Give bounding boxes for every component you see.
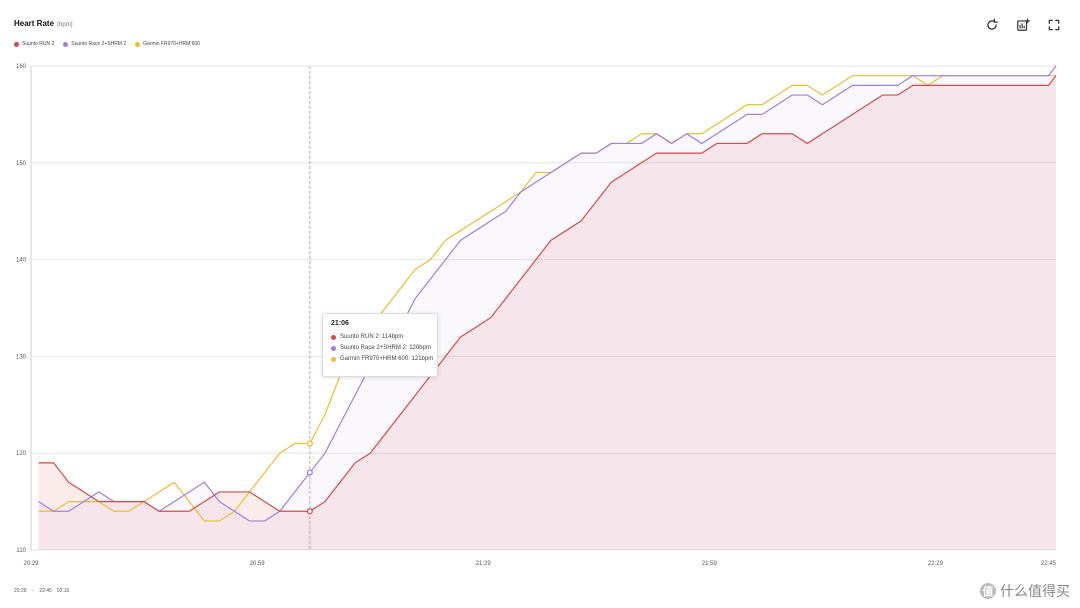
series-area-1 (38, 66, 1057, 550)
legend-label: Suunto RUN 2 (22, 41, 55, 47)
watermark-badge-icon: 值 (980, 583, 996, 599)
chart-add-button[interactable] (1014, 16, 1031, 33)
chart-title: Heart Rate (bpm) (14, 19, 73, 28)
cursor-point-2 (306, 440, 313, 447)
tooltip-dot (331, 345, 336, 351)
tooltip-value: Garmin FR970+HRM 600: 121bpm (340, 356, 434, 362)
tooltip-row-suunto-race2: Suunto Race 2+SHRM 2: 120bpm (331, 345, 431, 351)
tooltip-dot (331, 334, 336, 340)
tooltip-row-suunto-run2: Suunto RUN 2: 114bpm (331, 334, 429, 340)
legend-item-garmin-fr970[interactable]: Garmin FR970+HRM 600 (135, 41, 200, 47)
legend-label: Suunto Race 2+SHRM 2 (71, 41, 127, 47)
legend-item-suunto-run2[interactable]: Suunto RUN 2 (14, 41, 54, 47)
y-tick-label: 130 (16, 354, 27, 360)
tooltip-row-garmin-fr970: Garmin FR970+HRM 600: 121bpm (331, 356, 433, 362)
watermark-text: 什么值得买 (1000, 583, 1070, 599)
tooltip-time: 21:06 (331, 320, 349, 327)
time-range: 20:29 – 22:45 02:16 (14, 588, 69, 594)
chart-title-text: Heart Rate (14, 19, 55, 28)
y-tick-label: 160 (16, 64, 27, 70)
range-start: 20:29 (14, 588, 27, 594)
range-end: 22:45 (39, 588, 52, 594)
y-tick-label: 120 (16, 451, 27, 457)
fullscreen-button[interactable] (1045, 16, 1062, 33)
refresh-button[interactable] (983, 16, 1000, 33)
chart-toolbar (983, 16, 1062, 33)
tooltip-dot (331, 356, 336, 362)
legend-item-suunto-race2[interactable]: Suunto Race 2+SHRM 2 (63, 41, 126, 47)
chart-legend: Suunto RUN 2 Suunto Race 2+SHRM 2 Garmin… (14, 41, 200, 47)
series-line-1 (38, 65, 1057, 522)
legend-dot (14, 41, 19, 47)
legend-dot (63, 41, 69, 47)
cursor-point-1 (306, 469, 313, 476)
y-tick-label: 110 (16, 548, 26, 554)
chart-add-icon (1016, 18, 1030, 31)
range-duration: 02:16 (56, 588, 70, 594)
legend-label: Garmin FR970+HRM 600 (143, 41, 200, 47)
refresh-icon (986, 18, 998, 30)
series-line-0 (38, 75, 1057, 512)
chart-unit: (bpm) (57, 22, 73, 28)
x-tick-label: 21:29 (476, 561, 492, 567)
series-area-0 (38, 75, 1057, 551)
x-tick-label: 22:29 (928, 561, 944, 567)
legend-dot (135, 41, 141, 47)
tooltip-value: Suunto Race 2+SHRM 2: 120bpm (340, 345, 431, 351)
x-tick-label: 22:45 (1041, 561, 1057, 567)
range-separator: – (31, 588, 35, 594)
watermark: 值 什么值得买 (980, 581, 1070, 601)
tooltip-value: Suunto RUN 2: 114bpm (340, 334, 404, 340)
y-tick-label: 140 (16, 258, 27, 264)
x-tick-label: 20:29 (23, 561, 39, 567)
cursor-point-0 (306, 508, 313, 515)
chart-tooltip: 21:06 Suunto RUN 2: 114bpm Suunto Race 2… (322, 313, 438, 377)
y-tick-label: 150 (16, 161, 27, 167)
x-tick-label: 20:59 (250, 561, 266, 567)
x-tick-label: 21:59 (702, 561, 718, 567)
fullscreen-icon (1048, 19, 1059, 30)
